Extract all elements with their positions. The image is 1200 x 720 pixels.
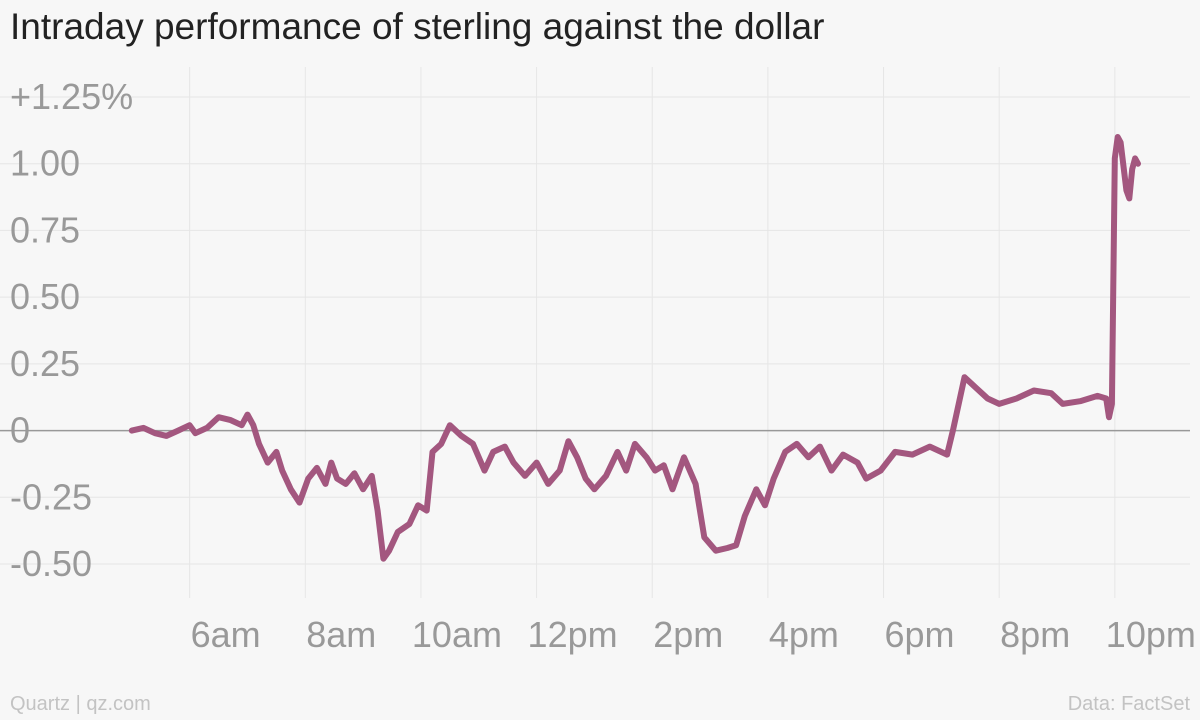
y-tick-label: -0.25 — [10, 476, 92, 517]
x-tick-label: 10pm — [1106, 614, 1196, 655]
x-tick-label: 6pm — [885, 614, 955, 655]
series-line — [128, 134, 1141, 562]
y-tick-label: 0 — [10, 410, 30, 451]
series — [128, 134, 1141, 562]
y-tick-label: 0.25 — [10, 343, 80, 384]
x-tick-label: 4pm — [769, 614, 839, 655]
y-tick-label: +1.25% — [10, 76, 133, 117]
x-tick-label: 8pm — [1000, 614, 1070, 655]
y-tick-label: 0.50 — [10, 276, 80, 317]
x-tick-label: 12pm — [528, 614, 618, 655]
y-tick-label: 1.00 — [10, 143, 80, 184]
y-tick-label: 0.75 — [10, 209, 80, 250]
y-tick-label: -0.50 — [10, 543, 92, 584]
chart-title: Intraday performance of sterling against… — [10, 6, 825, 47]
grid — [0, 67, 1190, 598]
footer-source: Data: FactSet — [1067, 693, 1190, 715]
x-axis-ticks: 6am 8am 10am 12pm 2pm 4pm 6pm 8pm 10pm — [191, 614, 1196, 655]
x-tick-label: 2pm — [653, 614, 723, 655]
x-tick-label: 6am — [191, 614, 261, 655]
footer-credit: Quartz | qz.com — [10, 693, 151, 715]
x-tick-label: 8am — [306, 614, 376, 655]
y-axis-ticks: +1.25% 1.00 0.75 0.50 0.25 0 -0.25 -0.50 — [10, 76, 133, 584]
x-tick-label: 10am — [412, 614, 502, 655]
